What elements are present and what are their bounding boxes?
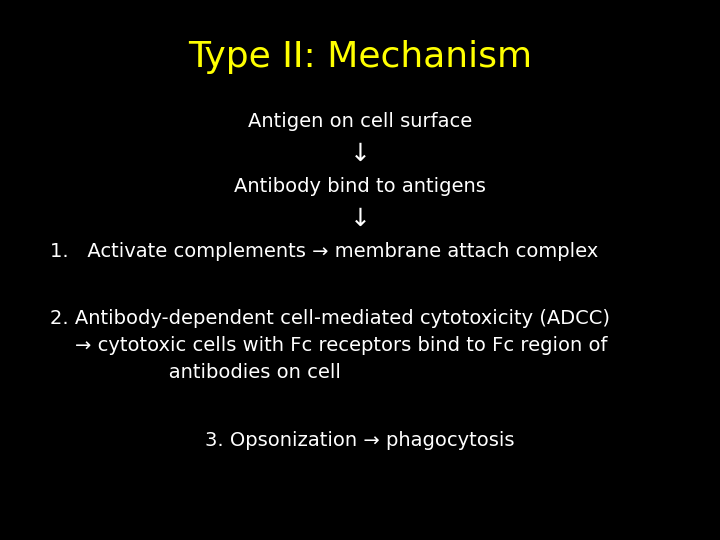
Text: ↓: ↓ (349, 207, 371, 231)
Text: Type II: Mechanism: Type II: Mechanism (188, 40, 532, 73)
Text: 3. Opsonization → phagocytosis: 3. Opsonization → phagocytosis (205, 430, 515, 450)
Text: ↓: ↓ (349, 142, 371, 166)
Text: → cytotoxic cells with Fc receptors bind to Fc region of: → cytotoxic cells with Fc receptors bind… (50, 336, 608, 355)
Text: Antigen on cell surface: Antigen on cell surface (248, 112, 472, 131)
Text: Antibody bind to antigens: Antibody bind to antigens (234, 177, 486, 196)
Text: antibodies on cell: antibodies on cell (50, 363, 341, 382)
Text: 1.   Activate complements → membrane attach complex: 1. Activate complements → membrane attac… (50, 241, 598, 261)
Text: 2. Antibody-dependent cell-mediated cytotoxicity (ADCC): 2. Antibody-dependent cell-mediated cyto… (50, 309, 611, 328)
